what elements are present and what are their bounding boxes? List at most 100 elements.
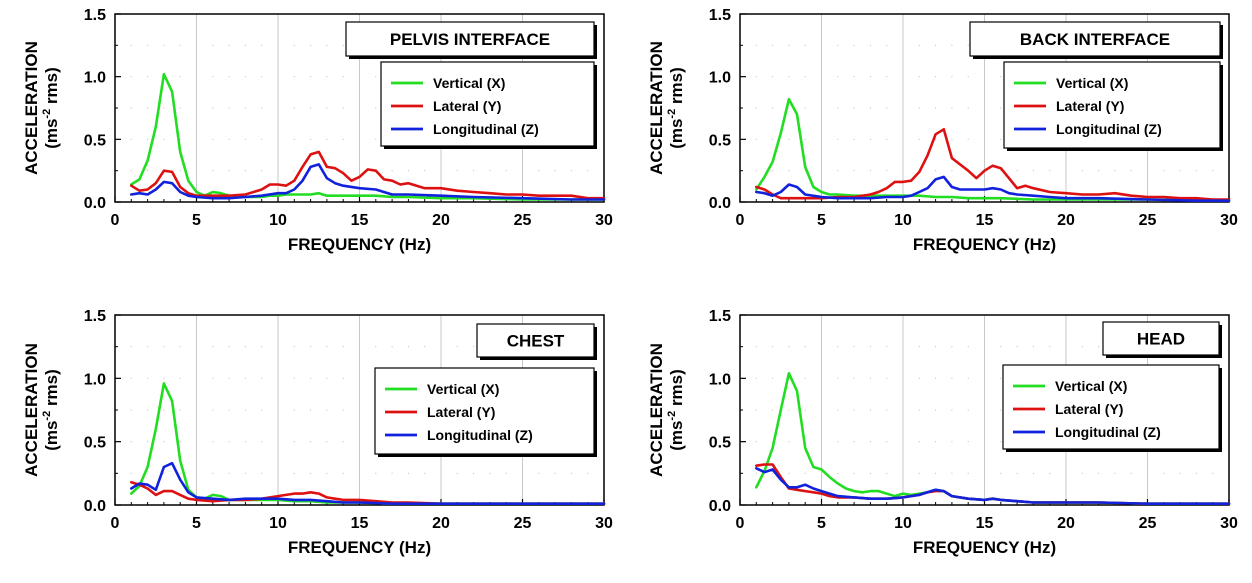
legend-box — [1003, 61, 1221, 149]
legend-label-1: Lateral (Y) — [1055, 401, 1123, 417]
x-tick-label: 5 — [817, 212, 826, 229]
y-unit-sup: -2 — [41, 109, 53, 119]
legend-label-2: Longitudinal (Z) — [433, 121, 539, 137]
y-tick-label: 1.0 — [709, 70, 731, 87]
y-axis-label: ACCELERATION — [647, 343, 666, 477]
chart-title: BACK INTERFACE — [1020, 30, 1170, 49]
chart-panel-2: 0 5 10 15 20 25 30 0.0 0.5 1.0 1.5 FREQUENCY (Hz) AC… — [22, 308, 613, 557]
chart-title: HEAD — [1137, 330, 1185, 349]
y-tick-label: 1.5 — [84, 7, 106, 24]
series-line-1 — [130, 480, 606, 506]
y-unit-post: rms) — [667, 67, 686, 109]
series-line-0 — [130, 72, 606, 201]
y-tick-label: 0.0 — [709, 498, 731, 515]
x-tick-label: 30 — [1220, 515, 1238, 532]
legend-label-0: Vertical (X) — [427, 381, 499, 397]
legend-label-2: Longitudinal (Z) — [427, 427, 533, 443]
x-axis-label: FREQUENCY (Hz) — [288, 538, 431, 557]
y-axis-label: ACCELERATION — [22, 343, 41, 477]
x-tick-label: 10 — [894, 212, 912, 229]
x-tick-label: 15 — [351, 212, 369, 229]
title-box — [476, 323, 595, 358]
y-axis-unit-label: (ms-2 rms) — [41, 369, 61, 451]
y-axis-unit-label: (ms-2 rms) — [41, 67, 61, 149]
y-tick-label: 1.5 — [84, 308, 106, 325]
y-tick-label: 1.5 — [709, 308, 731, 325]
y-tick-label: 1.0 — [84, 371, 106, 388]
y-tick-label: 0.5 — [84, 435, 106, 452]
x-tick-label: 20 — [432, 212, 450, 229]
x-tick-label: 0 — [736, 212, 745, 229]
legend-label-0: Vertical (X) — [1055, 378, 1127, 394]
x-tick-label: 15 — [976, 515, 994, 532]
y-tick-label: 1.5 — [709, 7, 731, 24]
chart-panel-1: 0 5 10 15 20 25 30 0.0 0.5 1.0 1.5 FREQUENCY (Hz) AC… — [647, 7, 1238, 254]
x-axis-label: FREQUENCY (Hz) — [913, 235, 1056, 254]
title-box — [969, 21, 1221, 57]
y-tick-label: 0.5 — [709, 132, 731, 149]
y-tick-label: 0.5 — [84, 132, 106, 149]
y-tick-label: 0.0 — [84, 498, 106, 515]
y-unit-post: rms) — [42, 369, 61, 411]
y-unit-sup: -2 — [41, 411, 53, 421]
chart-panel-0: 0 5 10 15 20 25 30 0.0 0.5 1.0 1.5 FREQUENCY (Hz) AC… — [22, 7, 613, 254]
x-tick-label: 5 — [192, 212, 201, 229]
series-line-2 — [754, 175, 1231, 202]
title-box — [345, 21, 595, 57]
x-tick-label: 25 — [1139, 515, 1157, 532]
y-axis-unit-label: (ms-2 rms) — [666, 369, 686, 451]
x-tick-label: 15 — [351, 515, 369, 532]
legend-label-1: Lateral (Y) — [427, 404, 495, 420]
x-tick-label: 5 — [192, 515, 201, 532]
x-tick-label: 25 — [514, 515, 532, 532]
y-unit-pre: (ms — [667, 421, 686, 451]
x-tick-label: 25 — [514, 212, 532, 229]
x-tick-label: 20 — [432, 515, 450, 532]
x-tick-label: 15 — [976, 212, 994, 229]
y-tick-label: 1.0 — [84, 70, 106, 87]
series-line-2 — [130, 461, 606, 506]
x-tick-label: 20 — [1057, 212, 1075, 229]
y-axis-unit-label: (ms-2 rms) — [666, 67, 686, 149]
x-tick-label: 10 — [269, 212, 287, 229]
x-tick-label: 30 — [1220, 212, 1238, 229]
y-unit-sup: -2 — [666, 109, 678, 119]
x-axis-label: FREQUENCY (Hz) — [913, 538, 1056, 557]
series-line-2 — [754, 466, 1231, 506]
y-tick-label: 0.0 — [84, 195, 106, 212]
x-tick-label: 30 — [595, 515, 613, 532]
legend-box — [380, 61, 595, 147]
x-tick-label: 5 — [817, 515, 826, 532]
y-unit-pre: (ms — [667, 119, 686, 149]
x-tick-label: 30 — [595, 212, 613, 229]
y-unit-post: rms) — [42, 67, 61, 109]
series-line-1 — [130, 150, 606, 200]
legend-label-2: Longitudinal (Z) — [1056, 121, 1162, 137]
x-tick-label: 20 — [1057, 515, 1075, 532]
title-box — [1102, 321, 1220, 356]
chart-title: CHEST — [507, 332, 565, 351]
y-unit-pre: (ms — [42, 119, 61, 149]
y-tick-label: 1.0 — [709, 371, 731, 388]
chart-title: PELVIS INTERFACE — [390, 30, 550, 49]
x-tick-label: 0 — [111, 515, 120, 532]
x-tick-label: 10 — [269, 515, 287, 532]
chart-panel-3: 0 5 10 15 20 25 30 0.0 0.5 1.0 1.5 FREQUENCY (Hz) AC… — [647, 308, 1238, 557]
y-tick-label: 0.5 — [709, 435, 731, 452]
legend-label-1: Lateral (Y) — [1056, 98, 1124, 114]
y-tick-label: 0.0 — [709, 195, 731, 212]
y-unit-sup: -2 — [666, 411, 678, 421]
x-tick-label: 25 — [1139, 212, 1157, 229]
legend-label-0: Vertical (X) — [433, 75, 505, 91]
x-tick-label: 0 — [736, 515, 745, 532]
y-unit-post: rms) — [667, 369, 686, 411]
y-axis-label: ACCELERATION — [22, 41, 41, 175]
x-tick-label: 10 — [894, 515, 912, 532]
x-axis-label: FREQUENCY (Hz) — [288, 235, 431, 254]
legend-label-2: Longitudinal (Z) — [1055, 424, 1161, 440]
series-line-2 — [130, 163, 606, 201]
y-unit-pre: (ms — [42, 421, 61, 451]
x-tick-label: 0 — [111, 212, 120, 229]
y-axis-label: ACCELERATION — [647, 41, 666, 175]
